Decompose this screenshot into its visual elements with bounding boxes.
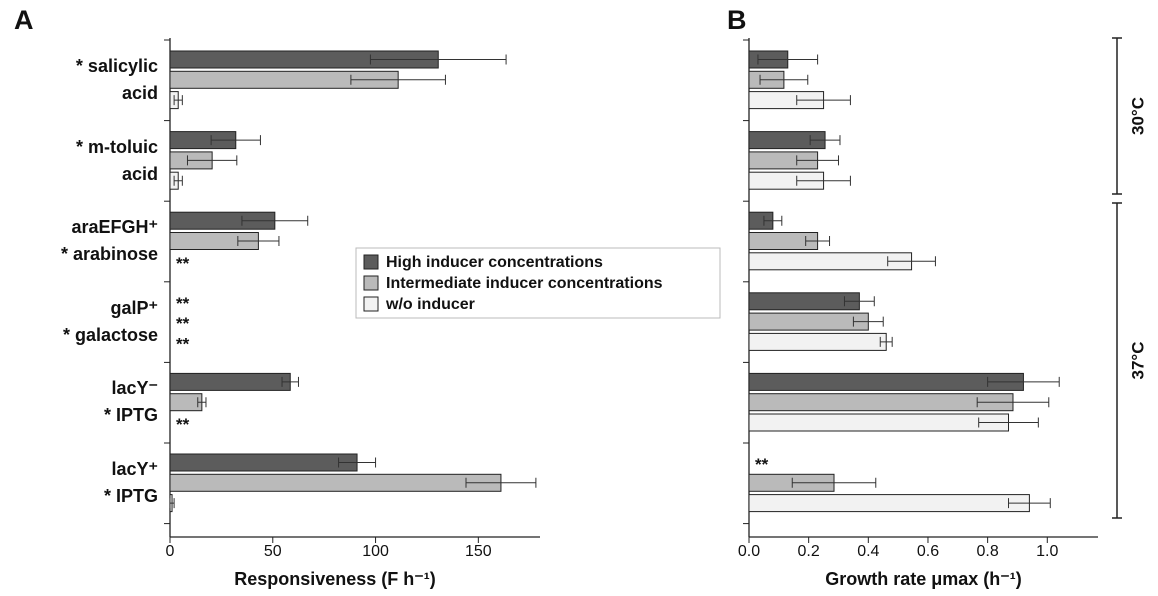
x-tick-label: 50 [264, 543, 282, 560]
x-tick-label: 0.2 [798, 543, 820, 560]
error-bar [791, 477, 877, 488]
legend-label: Intermediate inducer concentrations [386, 275, 663, 292]
x-tick-label: 1.0 [1036, 543, 1058, 560]
legend-box [355, 247, 721, 319]
value-label: ** [176, 415, 190, 434]
error-bar [210, 135, 261, 146]
legend-swatch [363, 254, 379, 270]
error-bar [1008, 498, 1051, 509]
x-tick-label: 0 [166, 543, 175, 560]
x-tick-label: 0.8 [977, 543, 999, 560]
bar [169, 473, 502, 492]
error-bar [852, 316, 884, 327]
panel-label: A [14, 5, 34, 35]
error-bar [186, 155, 238, 166]
error-bar [173, 95, 183, 106]
error-bar [879, 336, 893, 347]
x-tick-label: 0.6 [917, 543, 939, 560]
error-bar [338, 457, 377, 468]
error-bar [805, 236, 831, 246]
x-axis-title: Responsiveness (F h⁻¹) [234, 569, 436, 589]
error-bar [757, 54, 819, 65]
error-bar [173, 175, 183, 186]
error-bar [796, 175, 851, 186]
annotation: 37°C [1128, 342, 1147, 380]
error-bar [241, 215, 309, 226]
bar [169, 372, 291, 391]
error-bar [809, 135, 841, 146]
error-bar [237, 236, 280, 246]
bar [748, 312, 869, 331]
value-label: ** [176, 334, 190, 353]
legend-label: High inducer concentrations [386, 254, 603, 271]
error-bar [350, 74, 446, 85]
annotation: 30°C [1128, 97, 1147, 135]
error-bar [369, 54, 507, 65]
error-bar [197, 397, 207, 408]
bar [169, 453, 358, 472]
error-bar [987, 376, 1060, 387]
x-tick-label: 0.4 [857, 543, 879, 560]
legend-swatch [363, 275, 379, 291]
category-label: * salicylic acid [75, 56, 158, 103]
value-label: ** [755, 455, 769, 474]
error-bar [978, 417, 1039, 428]
bracket [1112, 37, 1122, 195]
x-tick-label: 100 [362, 543, 389, 560]
error-bar [843, 296, 875, 307]
category-label: araEFGH⁺ * arabinose [60, 217, 158, 265]
error-bar [796, 155, 839, 166]
bracket [1112, 202, 1122, 519]
category-label: galP⁺ * galactose [62, 297, 158, 345]
bar [748, 332, 887, 351]
category-label: * m-toluic acid [75, 136, 158, 184]
bar [748, 413, 1010, 432]
error-bar [169, 498, 175, 509]
x-tick-label: 150 [465, 543, 492, 560]
x-axis-title: Growth rate μmax (h⁻¹) [825, 569, 1022, 589]
bar [169, 393, 203, 412]
panel-label: B [727, 5, 747, 35]
value-label: ** [176, 294, 190, 313]
error-bar [763, 215, 783, 226]
bar [748, 393, 1014, 412]
legend-swatch [363, 296, 379, 312]
value-label: ** [176, 254, 190, 273]
error-bar [887, 256, 936, 267]
error-bar [281, 376, 299, 387]
category-label: lacY⁻ * IPTG [103, 378, 158, 426]
bar [748, 372, 1024, 391]
bar [748, 252, 913, 271]
error-bar [976, 397, 1050, 408]
error-bar [465, 477, 537, 488]
error-bar [796, 95, 851, 106]
bar [748, 494, 1030, 513]
category-label: lacY⁺ * IPTG [103, 459, 158, 506]
bar [748, 292, 860, 311]
legend-label: w/o inducer [385, 296, 475, 313]
value-label: ** [176, 314, 190, 333]
error-bar [759, 74, 809, 85]
x-tick-label: 0.0 [738, 543, 760, 560]
